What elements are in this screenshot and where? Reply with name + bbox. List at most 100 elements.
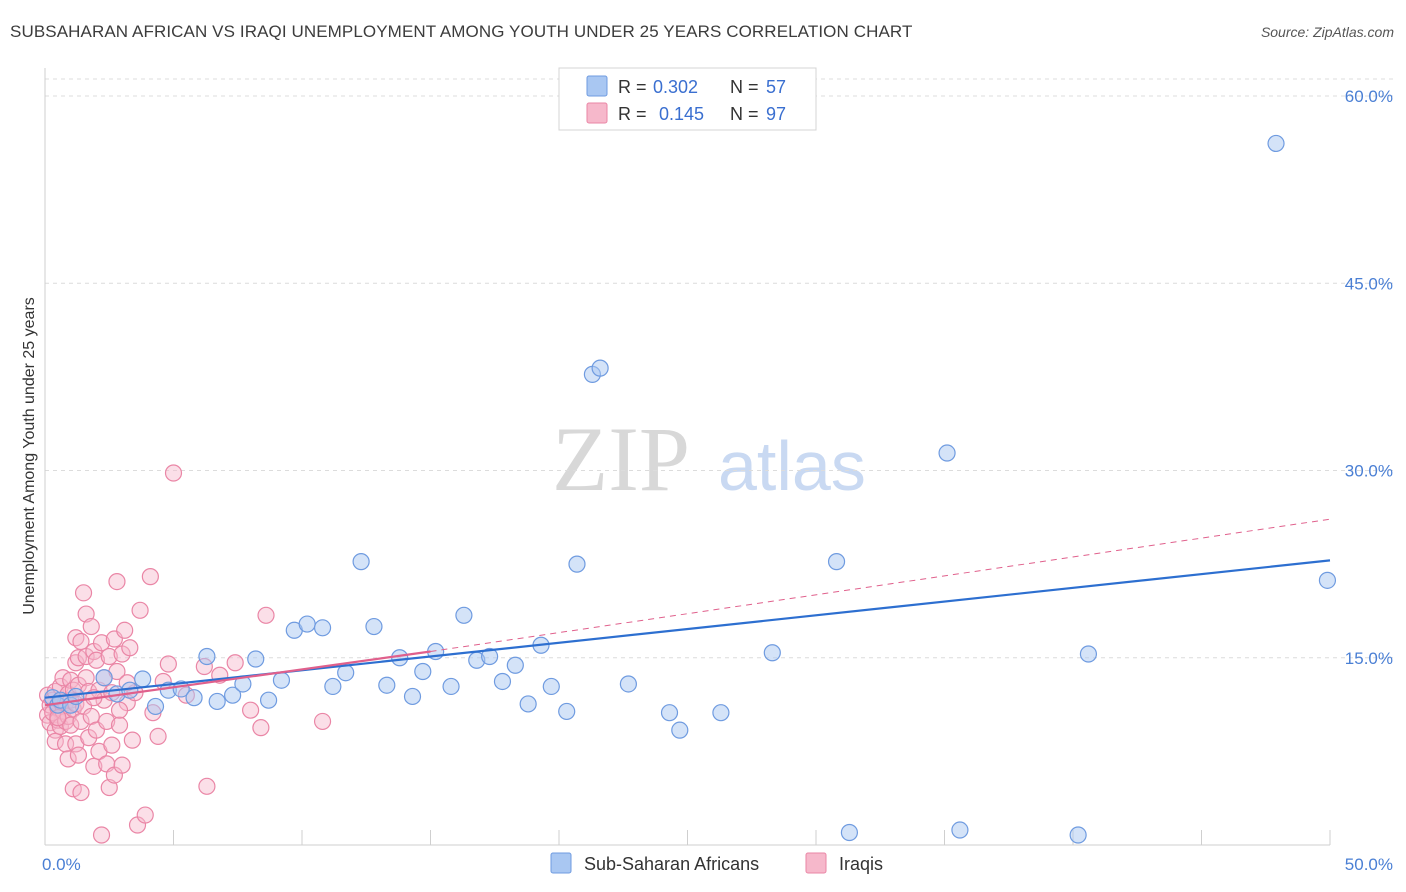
y-tick-label-1: 30.0% xyxy=(1345,462,1393,481)
bottom-legend: Sub-Saharan Africans Iraqis xyxy=(550,852,883,874)
sub-saharan-point-42 xyxy=(568,555,586,573)
iraqis-point-45 xyxy=(82,617,100,636)
y-tick-label-2: 45.0% xyxy=(1345,274,1393,293)
bottom-legend-swatch-pink xyxy=(805,852,827,874)
legend-n-value-2: 97 xyxy=(766,104,786,124)
trendlines xyxy=(44,518,1331,707)
iraqis-point-33 xyxy=(69,746,88,764)
sub-saharan-point-57 xyxy=(1318,571,1337,589)
iraqis-point-69 xyxy=(113,756,131,774)
iraqis-point-48 xyxy=(85,757,103,775)
iraqis-point-29 xyxy=(67,654,85,672)
sub-saharan-point-12 xyxy=(185,689,203,707)
sub-saharan-point-36 xyxy=(493,672,512,691)
x-tick-label-1: 50.0% xyxy=(1345,855,1393,874)
iraqis-points xyxy=(38,464,332,844)
bottom-legend-label-iraqis: Iraqis xyxy=(839,854,883,874)
sub-saharan-point-49 xyxy=(763,644,781,662)
watermark: ZIP atlas xyxy=(552,408,866,510)
source-label: Source: ZipAtlas.com xyxy=(1260,24,1394,40)
iraqis-point-42 xyxy=(77,669,95,687)
sub-saharan-point-37 xyxy=(506,656,524,674)
sub-saharan-point-52 xyxy=(938,444,956,462)
iraqis-point-70 xyxy=(116,621,134,639)
iraqis-point-78 xyxy=(141,568,159,586)
iraqis-point-83 xyxy=(164,464,183,482)
legend-r-value-2: 0.145 xyxy=(659,104,704,124)
sub-saharan-point-15 xyxy=(224,686,242,704)
sub-saharan-point-44 xyxy=(591,359,609,377)
iraqis-point-8 xyxy=(46,732,64,750)
sub-saharan-point-46 xyxy=(660,704,679,722)
y-tick-label-3: 60.0% xyxy=(1345,87,1393,106)
y-tick-labels: 15.0% 30.0% 45.0% 60.0% xyxy=(1345,87,1393,668)
legend-n-label-2: N = xyxy=(730,104,759,124)
sub-saharan-point-40 xyxy=(542,677,560,696)
iraqis-point-35 xyxy=(72,632,90,651)
gridlines xyxy=(45,78,1395,659)
sub-saharan-point-13 xyxy=(198,647,216,666)
iraqis-point-91 xyxy=(257,606,275,624)
sub-saharan-point-21 xyxy=(298,615,316,633)
iraqis-point-76 xyxy=(131,601,149,619)
y-axis-label: Unemployment Among Youth under 25 years xyxy=(21,297,38,615)
sub-saharan-point-48 xyxy=(712,704,730,722)
iraqis-point-92 xyxy=(313,712,332,731)
iraqis-point-65 xyxy=(108,573,126,591)
iraqis-trendline xyxy=(44,650,431,707)
iraqis-trendline-extended xyxy=(430,518,1331,653)
iraqis-point-73 xyxy=(123,731,141,749)
sub-saharan-point-29 xyxy=(403,687,422,706)
iraqis-point-82 xyxy=(159,655,177,673)
iraqis-point-53 xyxy=(92,634,111,652)
legend-r-label-1: R = xyxy=(618,77,647,97)
iraqis-point-88 xyxy=(226,654,244,672)
sub-saharan-point-45 xyxy=(619,675,637,693)
iraqis-point-59 xyxy=(100,647,118,666)
iraqis-point-62 xyxy=(103,736,121,754)
bottom-legend-swatch-blue xyxy=(550,852,572,874)
bottom-legend-label-sub-saharan: Sub-Saharan Africans xyxy=(584,854,759,874)
sub-saharan-point-28 xyxy=(391,649,409,667)
sub-saharan-point-32 xyxy=(442,677,460,696)
iraqis-point-37 xyxy=(72,783,90,802)
iraqis-point-96 xyxy=(110,701,129,719)
sub-saharan-point-56 xyxy=(1267,134,1285,153)
sub-saharan-point-14 xyxy=(208,692,226,711)
legend: R = 0.302 N = 57 R = 0.145 N = 97 xyxy=(558,67,817,131)
sub-saharan-point-53 xyxy=(951,821,969,839)
iraqis-point-86 xyxy=(198,777,216,795)
watermark-zip: ZIP xyxy=(552,408,690,510)
sub-saharan-points xyxy=(44,134,1337,844)
sub-saharan-point-41 xyxy=(558,702,576,721)
sub-saharan-point-27 xyxy=(378,676,396,694)
x-tick-labels: 0.0% 50.0% xyxy=(42,855,1393,874)
sub-saharan-point-38 xyxy=(519,695,537,713)
sub-saharan-point-18 xyxy=(259,691,278,709)
sub-saharan-point-33 xyxy=(455,606,473,624)
legend-swatch-pink xyxy=(586,102,608,124)
iraqis-point-24 xyxy=(62,716,80,734)
iraqis-point-57 xyxy=(98,712,116,731)
axes xyxy=(44,68,1331,846)
y-tick-label-0: 15.0% xyxy=(1345,649,1393,668)
sub-saharan-point-25 xyxy=(352,553,370,571)
iraqis-point-21 xyxy=(59,750,77,768)
sub-saharan-point-30 xyxy=(414,662,432,681)
sub-saharan-point-9 xyxy=(146,697,165,716)
sub-saharan-point-54 xyxy=(1069,826,1087,844)
iraqis-point-72 xyxy=(121,639,139,657)
sub-saharan-point-26 xyxy=(365,617,383,636)
iraqis-point-54 xyxy=(92,826,111,844)
sub-saharan-point-17 xyxy=(247,650,265,668)
sub-saharan-point-47 xyxy=(671,721,689,739)
sub-saharan-point-50 xyxy=(827,553,846,571)
sub-saharan-point-22 xyxy=(313,619,332,637)
sub-saharan-point-55 xyxy=(1079,645,1098,663)
iraqis-point-80 xyxy=(149,727,167,745)
sub-saharan-point-23 xyxy=(324,677,342,696)
sub-saharan-point-35 xyxy=(481,647,499,666)
legend-r-label-2: R = xyxy=(618,104,647,124)
watermark-atlas: atlas xyxy=(718,427,866,505)
